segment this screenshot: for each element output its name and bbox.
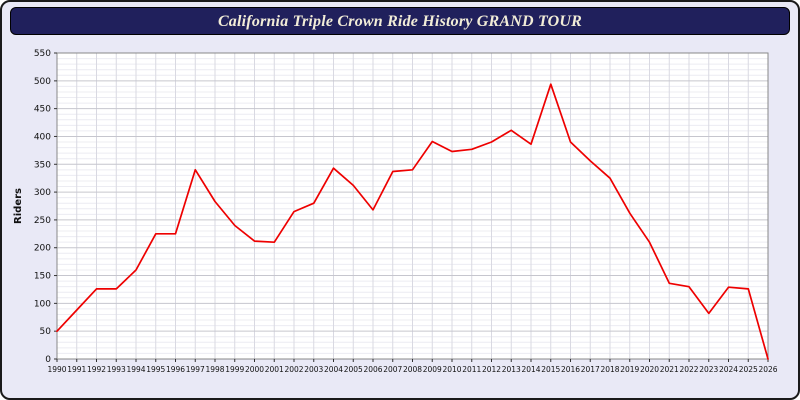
svg-text:2017: 2017 [581, 365, 600, 374]
svg-text:1997: 1997 [186, 365, 205, 374]
svg-text:50: 50 [40, 327, 52, 337]
svg-text:1996: 1996 [166, 365, 185, 374]
svg-text:450: 450 [34, 105, 51, 115]
svg-text:2002: 2002 [284, 365, 303, 374]
page-title: California Triple Crown Ride History GRA… [10, 7, 790, 35]
svg-text:2022: 2022 [679, 365, 698, 374]
svg-text:1990: 1990 [47, 365, 66, 374]
svg-text:2000: 2000 [245, 365, 264, 374]
svg-text:2021: 2021 [660, 365, 679, 374]
svg-text:350: 350 [34, 160, 51, 170]
svg-text:2004: 2004 [324, 365, 343, 374]
svg-text:200: 200 [34, 244, 51, 254]
svg-text:2008: 2008 [403, 365, 422, 374]
svg-text:2011: 2011 [462, 365, 481, 374]
svg-text:300: 300 [34, 188, 51, 198]
svg-text:1993: 1993 [107, 365, 126, 374]
svg-text:2007: 2007 [383, 365, 402, 374]
chart-panel: 0 50 100 150 200 250 300 350 400 450 500 550 1990 199… [10, 39, 790, 393]
svg-text:2005: 2005 [344, 365, 363, 374]
svg-text:2020: 2020 [640, 365, 659, 374]
svg-text:2016: 2016 [561, 365, 580, 374]
svg-text:2024: 2024 [719, 365, 738, 374]
svg-text:2012: 2012 [482, 365, 501, 374]
svg-text:100: 100 [34, 299, 51, 309]
svg-text:2010: 2010 [442, 365, 461, 374]
svg-text:2019: 2019 [620, 365, 639, 374]
y-axis-title: Riders [13, 188, 24, 224]
svg-text:2018: 2018 [600, 365, 619, 374]
svg-text:500: 500 [34, 77, 51, 87]
riders-series-line [56, 83, 769, 360]
svg-text:2026: 2026 [758, 365, 777, 374]
svg-text:2009: 2009 [423, 365, 442, 374]
svg-text:400: 400 [34, 132, 51, 142]
svg-text:1998: 1998 [205, 365, 224, 374]
svg-text:1991: 1991 [67, 365, 86, 374]
svg-text:2025: 2025 [739, 365, 758, 374]
svg-text:1994: 1994 [126, 365, 145, 374]
svg-text:1995: 1995 [146, 365, 165, 374]
svg-text:250: 250 [34, 216, 51, 226]
svg-text:1992: 1992 [87, 365, 106, 374]
svg-text:2003: 2003 [304, 365, 323, 374]
svg-text:2006: 2006 [363, 365, 382, 374]
svg-text:2001: 2001 [265, 365, 284, 374]
svg-text:550: 550 [34, 49, 51, 59]
svg-text:1999: 1999 [225, 365, 244, 374]
svg-text:2023: 2023 [699, 365, 718, 374]
svg-text:2014: 2014 [521, 365, 540, 374]
svg-text:0: 0 [45, 355, 51, 365]
svg-text:2013: 2013 [502, 365, 521, 374]
y-axis-labels: 0 50 100 150 200 250 300 350 400 450 500 550 [34, 49, 57, 365]
svg-text:2015: 2015 [541, 365, 560, 374]
svg-text:150: 150 [34, 272, 51, 282]
x-axis-labels: 1990 1991 1992 1993 1994 1995 1996 1997 1998 1999… [47, 359, 778, 374]
